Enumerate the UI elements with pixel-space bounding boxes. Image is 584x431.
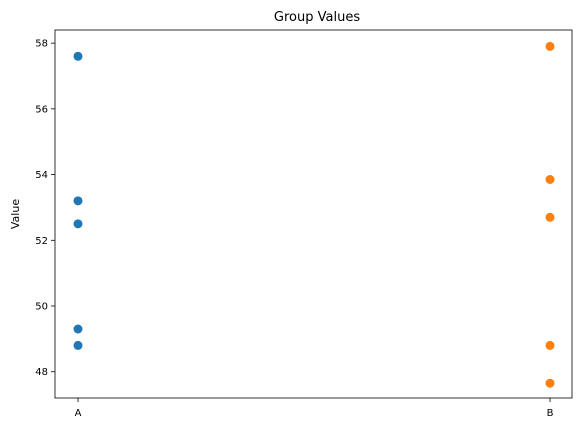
data-point-A [73, 51, 83, 61]
y-tick-label: 48 [35, 367, 48, 378]
data-point-B [545, 378, 555, 388]
y-axis-label: Value [9, 199, 22, 229]
data-point-A [73, 340, 83, 350]
y-axis: 48 50 52 54 56 58 [35, 39, 55, 378]
y-tick-label: 50 [35, 302, 48, 313]
y-tick-label: 56 [35, 104, 48, 115]
x-tick-label-B: B [547, 408, 554, 419]
plot-area [54, 29, 573, 399]
y-tick-label: 52 [35, 236, 48, 247]
data-point-A [73, 324, 83, 334]
data-points [73, 41, 555, 388]
data-point-B [545, 175, 555, 184]
x-tick-label-A: A [75, 408, 82, 419]
data-point-B [545, 340, 555, 350]
y-tick-label: 58 [35, 39, 48, 50]
data-point-B [545, 212, 555, 222]
chart-title: Group Values [274, 10, 360, 25]
data-point-B [545, 41, 555, 51]
y-tick-label: 54 [35, 170, 48, 181]
data-point-A [73, 219, 83, 229]
data-point-A [73, 196, 83, 206]
